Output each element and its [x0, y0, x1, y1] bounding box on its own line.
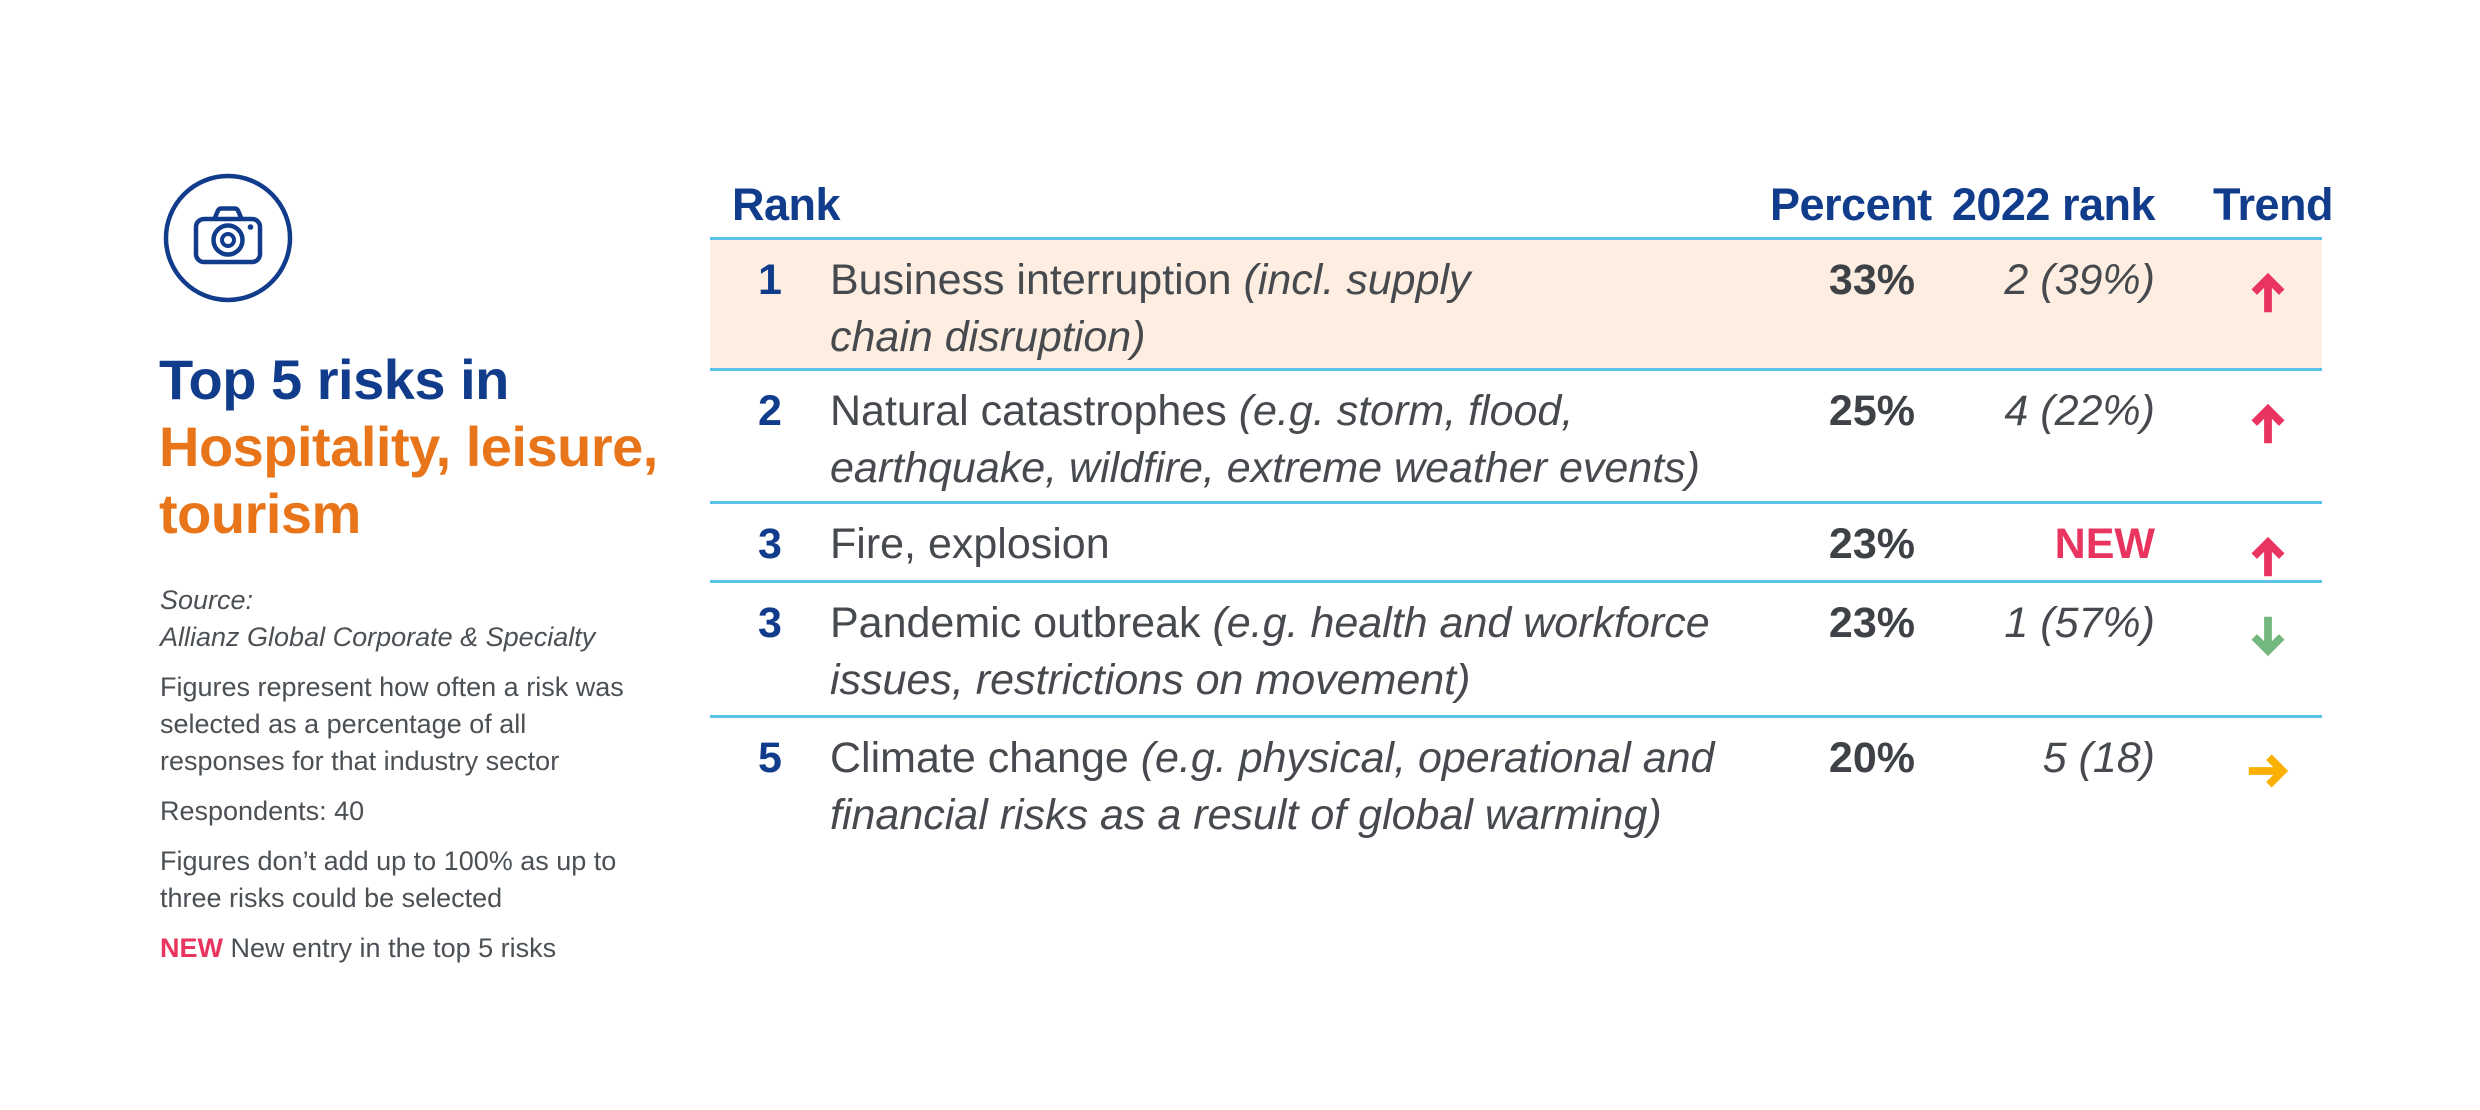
rank-2022-new-badge: NEW [2054, 520, 2155, 568]
page-title: Top 5 risks in Hospitality, leisure, tou… [159, 346, 658, 547]
legend-new-entry: NEW New entry in the top 5 risks [160, 930, 638, 967]
trend-up-icon [2155, 371, 2322, 501]
rank-2022-value: 5 (18) [2042, 734, 2155, 782]
percent-value: 23% [1828, 599, 1915, 647]
column-header-percent: Percent [1770, 179, 1932, 230]
rank-value: 2 [758, 387, 782, 435]
trend-up-icon [2155, 504, 2322, 580]
rank-value: 3 [758, 520, 782, 568]
table-row: 1 Business interruption (incl. supply ch… [710, 240, 2322, 371]
rank-value: 1 [758, 256, 782, 304]
rank-value: 3 [758, 599, 782, 647]
new-badge-description: New entry in the top 5 risks [230, 933, 557, 963]
trend-up-icon [2155, 240, 2322, 368]
risk-name: Business interruption (incl. supply chai… [830, 256, 1471, 361]
risk-name: Climate change (e.g. physical, operation… [830, 734, 1715, 839]
risk-name: Fire, explosion [830, 520, 1110, 568]
title-line-2: Hospitality, leisure, [159, 415, 658, 478]
table-row: 5 Climate change (e.g. physical, operati… [710, 718, 2322, 868]
rank-value: 5 [758, 734, 782, 782]
footnotes: Source: Allianz Global Corporate & Speci… [160, 582, 638, 980]
risk-name: Pandemic outbreak (e.g. health and workf… [830, 599, 1710, 704]
rank-2022-value: 4 (22%) [2004, 387, 2155, 435]
title-line-3: tourism [159, 482, 361, 545]
trend-flat-icon [2155, 718, 2322, 868]
trend-down-icon [2155, 583, 2322, 715]
percent-value: 33% [1828, 256, 1915, 304]
table-header-row: Rank Percent 2022 rank Trend [710, 170, 2334, 240]
rank-2022-value: 1 (57%) [2004, 599, 2155, 647]
note-method: Figures represent how often a risk was s… [160, 672, 624, 776]
respondents-note: Respondents: 40 [160, 796, 365, 826]
percent-value: 20% [1828, 734, 1915, 782]
column-header-2022-rank: 2022 rank [1951, 179, 2156, 230]
table-row: 3 Pandemic outbreak (e.g. health and wor… [710, 583, 2322, 718]
new-badge: NEW [160, 933, 223, 963]
title-line-1: Top 5 risks in [159, 348, 509, 411]
note-sum: Figures don’t add up to 100% as up to th… [160, 846, 617, 913]
column-header-rank: Rank [732, 179, 841, 230]
percent-value: 23% [1828, 520, 1915, 568]
table-row: 3 Fire, explosion 23% NEW [710, 504, 2322, 583]
source-block: Source: Allianz Global Corporate & Speci… [160, 582, 638, 656]
rank-2022-value: 2 (39%) [2004, 256, 2155, 304]
source-name: Allianz Global Corporate & Specialty [160, 622, 596, 652]
camera-icon [162, 172, 294, 304]
column-header-trend: Trend [2213, 179, 2334, 230]
percent-value: 25% [1828, 387, 1915, 435]
risk-table: Rank Percent 2022 rank Trend 1 Business … [710, 170, 2334, 868]
risk-name: Natural catastrophes (e.g. storm, flood,… [830, 387, 1700, 492]
table-row: 2 Natural catastrophes (e.g. storm, floo… [710, 371, 2322, 504]
source-label: Source: [160, 585, 254, 615]
